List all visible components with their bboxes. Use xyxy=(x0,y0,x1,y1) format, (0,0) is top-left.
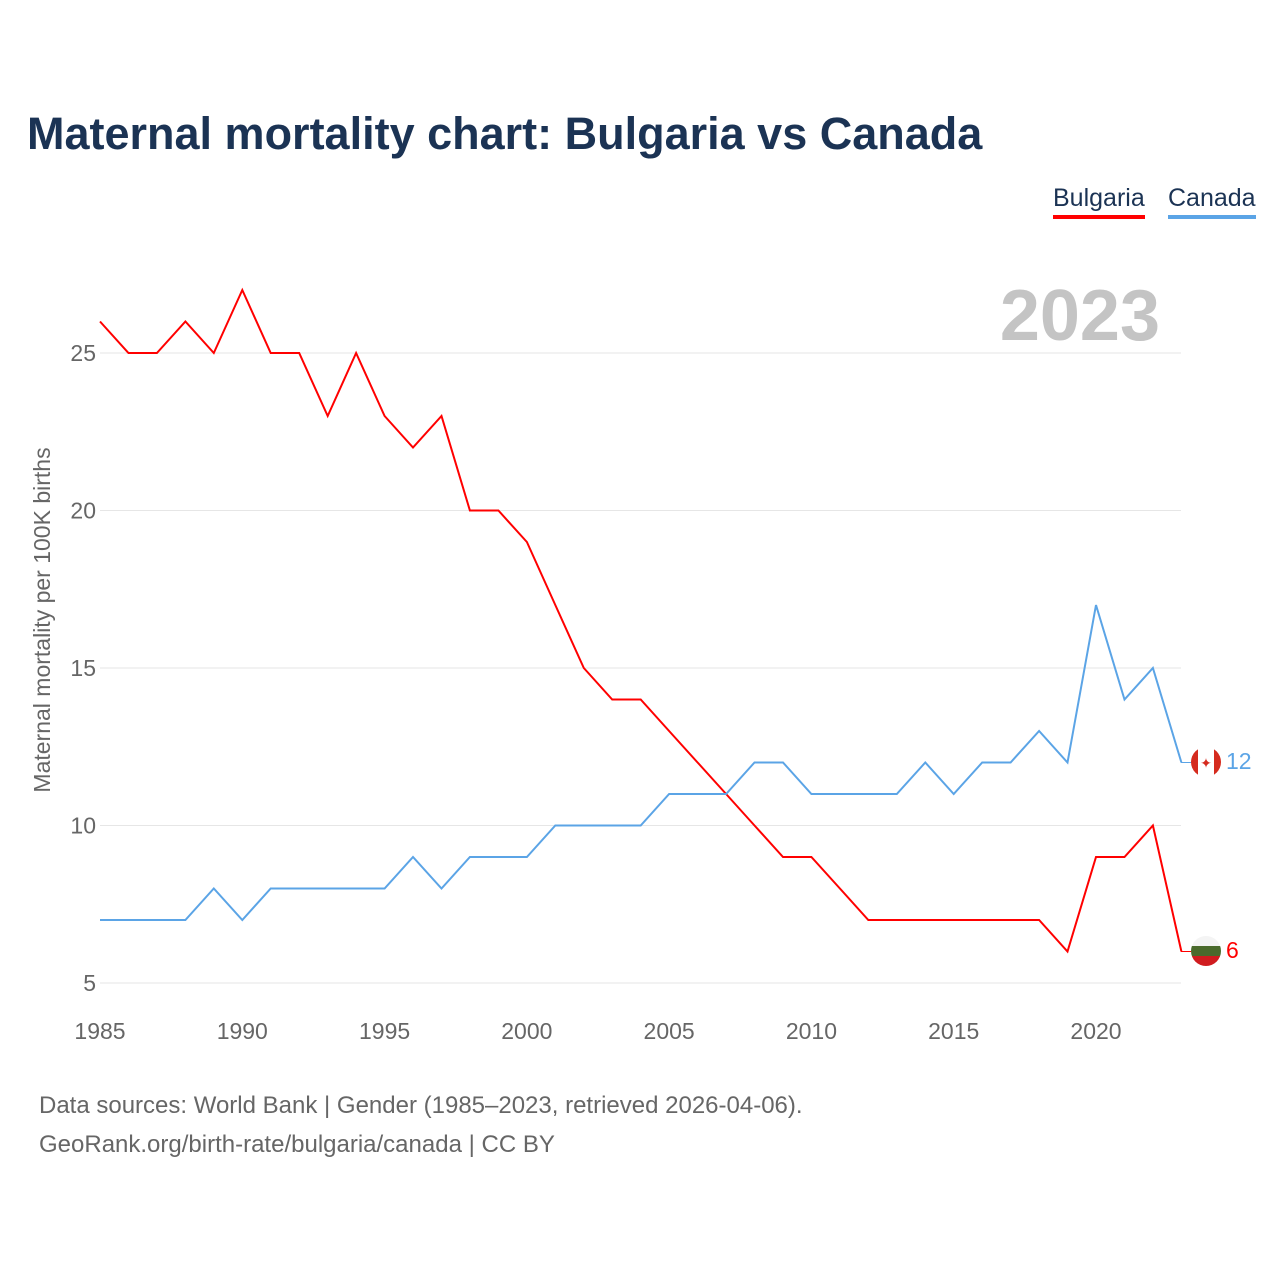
canada-end-label: 12 xyxy=(1226,748,1252,774)
x-tick-label: 2020 xyxy=(1070,1018,1121,1044)
x-tick-label: 1990 xyxy=(217,1018,268,1044)
source-link[interactable]: GeoRank.org/birth-rate/bulgaria/canada |… xyxy=(39,1131,555,1158)
y-tick-label: 5 xyxy=(83,970,96,996)
x-tick-label: 2000 xyxy=(501,1018,552,1044)
y-tick-label: 10 xyxy=(70,813,96,839)
x-tick-label: 2005 xyxy=(644,1018,695,1044)
x-tick-label: 1985 xyxy=(74,1018,125,1044)
y-tick-label: 20 xyxy=(70,498,96,524)
x-tick-label: 2015 xyxy=(928,1018,979,1044)
legend-bulgaria[interactable]: Bulgaria xyxy=(1053,184,1145,219)
svg-text:✦: ✦ xyxy=(1200,755,1212,771)
y-axis-label: Maternal mortality per 100K births xyxy=(29,447,55,792)
chart-title: Maternal mortality chart: Bulgaria vs Ca… xyxy=(27,108,983,159)
source-text: Data sources: World Bank | Gender (1985–… xyxy=(39,1092,803,1119)
y-tick-label: 25 xyxy=(70,340,96,366)
series-line-bulgaria xyxy=(99,287,1183,954)
y-tick-label: 15 xyxy=(70,655,96,681)
series-line-canada xyxy=(100,604,1183,922)
year-watermark: 2023 xyxy=(1000,276,1160,356)
x-tick-label: 2010 xyxy=(786,1018,837,1044)
footer: Data sources: World Bank | Gender (1985–… xyxy=(39,1086,803,1164)
x-tick-label: 1995 xyxy=(359,1018,410,1044)
flag-bulgaria-icon xyxy=(1191,936,1221,966)
flag-canada-icon: ✦ xyxy=(1191,747,1221,777)
legend-canada[interactable]: Canada xyxy=(1168,184,1256,219)
bulgaria-end-label: 6 xyxy=(1226,937,1239,963)
